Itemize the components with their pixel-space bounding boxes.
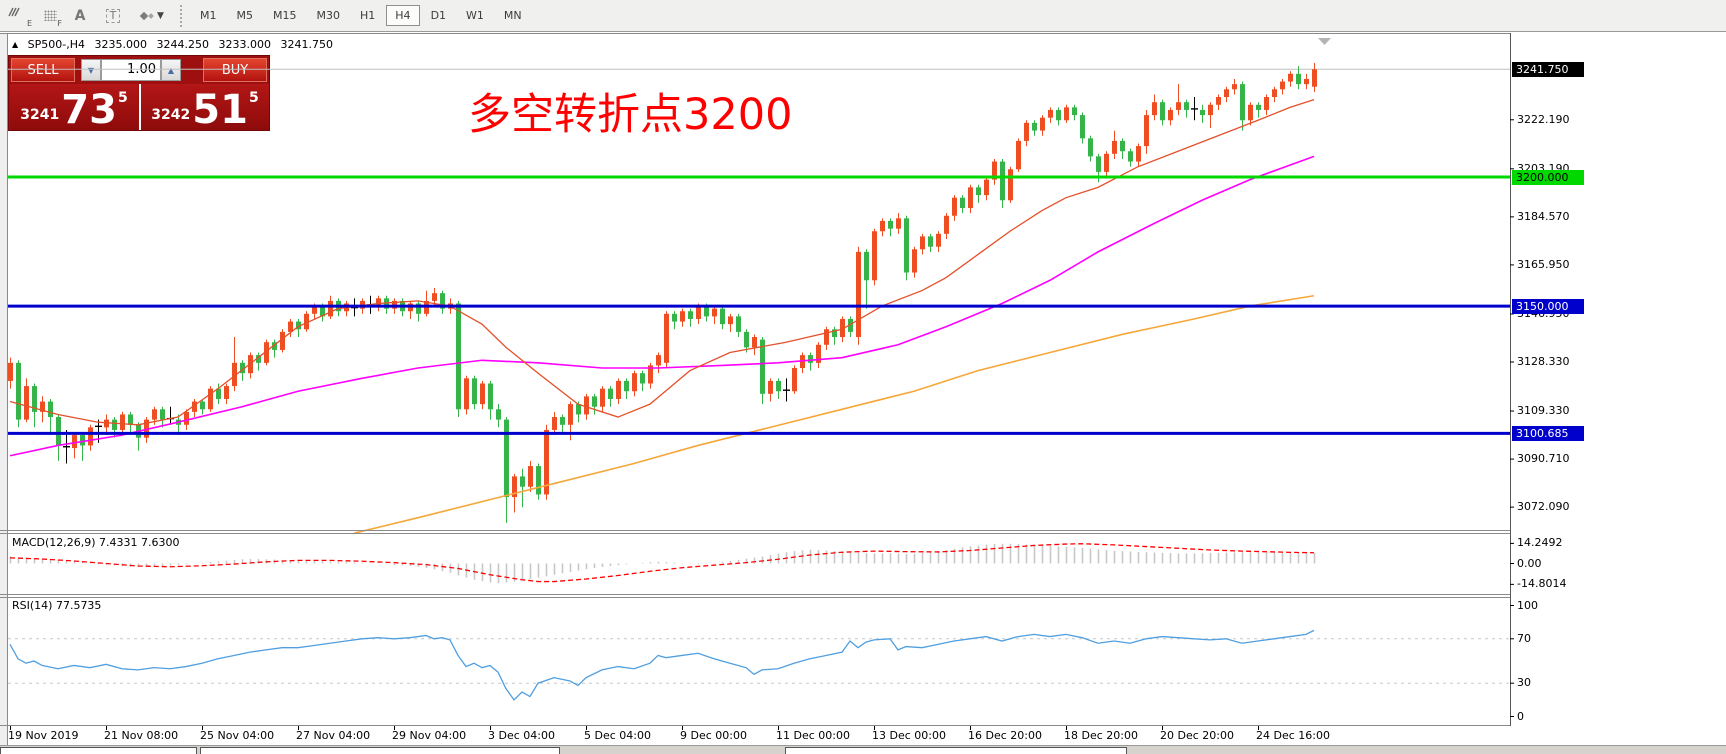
timeframe-group: M1 M5 M15 M30 H1 H4 D1 W1 MN — [190, 5, 532, 26]
buy-price-big: 51 — [192, 87, 248, 134]
current-price-label: 3241.750 — [1512, 61, 1584, 77]
date-label: 25 Nov 04:00 — [200, 729, 275, 742]
high-value: 3244.250 — [156, 38, 210, 51]
timeframe-button-m1[interactable]: M1 — [200, 9, 217, 22]
price-tick-label: 3128.330 — [1517, 354, 1570, 368]
price-tick-label: 3184.570 — [1517, 209, 1570, 223]
date-label: 13 Dec 00:00 — [872, 729, 946, 742]
rsi-tick-label: 30 — [1517, 676, 1531, 690]
grid-glyph — [43, 10, 57, 21]
rsi-tick-label: 0 — [1517, 709, 1524, 723]
macd-tick-label: 0.00 — [1517, 556, 1542, 570]
grid-icon[interactable]: F — [36, 4, 64, 28]
timeframe-button-mn[interactable]: MN — [503, 9, 522, 22]
open-value: 3235.000 — [94, 38, 148, 51]
icon-sub-e: E — [26, 18, 32, 28]
letter-t-glyph: T — [105, 8, 121, 23]
rsi-tick-label: 100 — [1517, 598, 1538, 612]
hline-price-label: 3100.685 — [1512, 425, 1584, 441]
date-label: 5 Dec 04:00 — [584, 729, 651, 742]
volume-up-button[interactable]: ▲ — [161, 59, 181, 81]
volume-down-button[interactable]: ▼ — [81, 59, 101, 81]
up-triangle-icon: ▲ — [12, 40, 19, 49]
price-tick-label: 3072.090 — [1517, 500, 1570, 514]
low-value: 3233.000 — [218, 38, 272, 51]
symbol-name: SP500-,H4 — [27, 38, 86, 51]
bottom-panel-strip — [0, 745, 1726, 754]
buy-button[interactable]: BUY — [203, 58, 267, 82]
buy-price-sup: 5 — [248, 90, 259, 106]
bottom-panel-tab[interactable] — [0, 747, 197, 754]
chevron-down-icon: ▼ — [157, 10, 164, 21]
icon-sub-f: F — [57, 18, 62, 28]
macd-indicator-label: MACD(12,26,9) 7.4331 7.6300 — [12, 536, 180, 549]
price-tick-label: 3090.710 — [1517, 452, 1570, 466]
timeframe-button-h4[interactable]: H4 — [386, 5, 420, 26]
window-left-border — [0, 33, 8, 745]
close-value: 3241.750 — [280, 38, 334, 51]
rsi-tick-label: 70 — [1517, 631, 1531, 645]
timeframe-button-m5[interactable]: M5 — [236, 9, 254, 22]
symbol-info-line: ▲ SP500-,H4 3235.000 3244.250 3233.000 3… — [12, 38, 339, 51]
date-label: 3 Dec 04:00 — [488, 729, 555, 742]
price-tick-label: 3109.330 — [1517, 404, 1570, 418]
bottom-panel-tab[interactable] — [200, 747, 560, 754]
one-click-trade-panel: SELL ▼ 1.00 ▲ BUY 3241 73 5 3242 51 5 — [8, 55, 270, 131]
toolbar-grip[interactable] — [180, 4, 182, 27]
hline-price-label: 3200.000 — [1512, 169, 1584, 185]
timeframe-button-m15[interactable]: M15 — [273, 9, 297, 22]
date-label: 29 Nov 04:00 — [392, 729, 467, 742]
charts-edit-icon[interactable]: E — [6, 4, 34, 28]
sell-price-prefix: 3241 — [20, 107, 60, 123]
sell-price-sup: 5 — [117, 90, 128, 106]
trade-panel-divider — [139, 84, 141, 130]
sell-price-big: 73 — [61, 87, 117, 134]
trade-panel-top-row: SELL ▼ 1.00 ▲ BUY — [9, 56, 269, 84]
buy-price-prefix: 3242 — [151, 107, 191, 123]
price-tick-label: 3222.190 — [1517, 112, 1570, 126]
date-label: 18 Dec 20:00 — [1064, 729, 1138, 742]
objects-dropdown-icon[interactable]: ▼ — [132, 4, 172, 28]
hline-price-label: 3150.000 — [1512, 298, 1584, 314]
bottom-panel-tab[interactable] — [785, 747, 1127, 754]
macd-tick-label: 14.2492 — [1517, 536, 1563, 550]
date-label: 19 Nov 2019 — [8, 729, 79, 742]
sell-price-display[interactable]: 3241 73 5 — [10, 84, 138, 130]
date-label: 9 Dec 00:00 — [680, 729, 747, 742]
sell-button[interactable]: SELL — [11, 58, 75, 82]
date-label: 11 Dec 00:00 — [776, 729, 850, 742]
rsi-indicator-label: RSI(14) 77.5735 — [12, 599, 102, 612]
date-label: 16 Dec 20:00 — [968, 729, 1042, 742]
timeframe-button-h1[interactable]: H1 — [360, 9, 376, 22]
text-label-icon[interactable]: A — [66, 4, 94, 28]
timeframe-button-d1[interactable]: D1 — [430, 9, 447, 22]
charts-edit-glyph — [8, 7, 20, 16]
timeframe-button-w1[interactable]: W1 — [466, 9, 484, 22]
macd-tick-label: -14.8014 — [1517, 577, 1567, 591]
date-label: 24 Dec 16:00 — [1256, 729, 1330, 742]
date-label: 20 Dec 20:00 — [1160, 729, 1234, 742]
toolbar: E F A T ▼ M1 M5 M15 M30 H1 H4 D1 W1 MN — [0, 0, 1726, 32]
date-label: 21 Nov 08:00 — [104, 729, 179, 742]
text-box-icon[interactable]: T — [96, 4, 130, 28]
timeframe-button-m30[interactable]: M30 — [316, 9, 341, 22]
price-tick-label: 3165.950 — [1517, 257, 1570, 271]
date-label: 27 Nov 04:00 — [296, 729, 371, 742]
buy-price-display[interactable]: 3242 51 5 — [141, 84, 269, 130]
chart-text-annotation[interactable]: 多空转折点3200 — [468, 90, 793, 140]
letter-a-glyph: A — [74, 7, 86, 24]
